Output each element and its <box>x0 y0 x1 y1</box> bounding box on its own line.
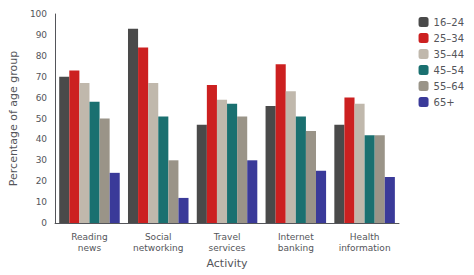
svg-text:banking: banking <box>278 243 314 253</box>
svg-text:Activity: Activity <box>206 257 248 270</box>
svg-text:0: 0 <box>41 218 47 228</box>
svg-text:70: 70 <box>36 72 48 82</box>
svg-text:80: 80 <box>36 51 48 61</box>
svg-text:services: services <box>209 243 246 253</box>
svg-text:Travel: Travel <box>213 232 241 242</box>
svg-text:Health: Health <box>350 232 380 242</box>
svg-text:45–54: 45–54 <box>434 65 464 76</box>
svg-text:information: information <box>339 243 391 253</box>
svg-text:35–44: 35–44 <box>434 49 464 60</box>
svg-text:60: 60 <box>36 93 48 103</box>
svg-text:30: 30 <box>36 155 48 165</box>
svg-text:Reading: Reading <box>71 232 108 242</box>
svg-text:40: 40 <box>36 134 48 144</box>
svg-text:Percentage of age group: Percentage of age group <box>7 51 20 186</box>
svg-text:65+: 65+ <box>434 97 455 108</box>
svg-text:news: news <box>78 243 102 253</box>
svg-text:10: 10 <box>36 197 48 207</box>
svg-text:Social: Social <box>145 232 172 242</box>
svg-text:20: 20 <box>36 176 48 186</box>
svg-text:100: 100 <box>30 9 47 19</box>
svg-text:50: 50 <box>36 114 48 124</box>
svg-text:networking: networking <box>133 243 183 253</box>
svg-text:16–24: 16–24 <box>434 17 464 28</box>
svg-text:25–34: 25–34 <box>434 33 464 44</box>
svg-text:Internet: Internet <box>278 232 314 242</box>
svg-text:55–64: 55–64 <box>434 81 464 92</box>
svg-text:90: 90 <box>36 30 48 40</box>
